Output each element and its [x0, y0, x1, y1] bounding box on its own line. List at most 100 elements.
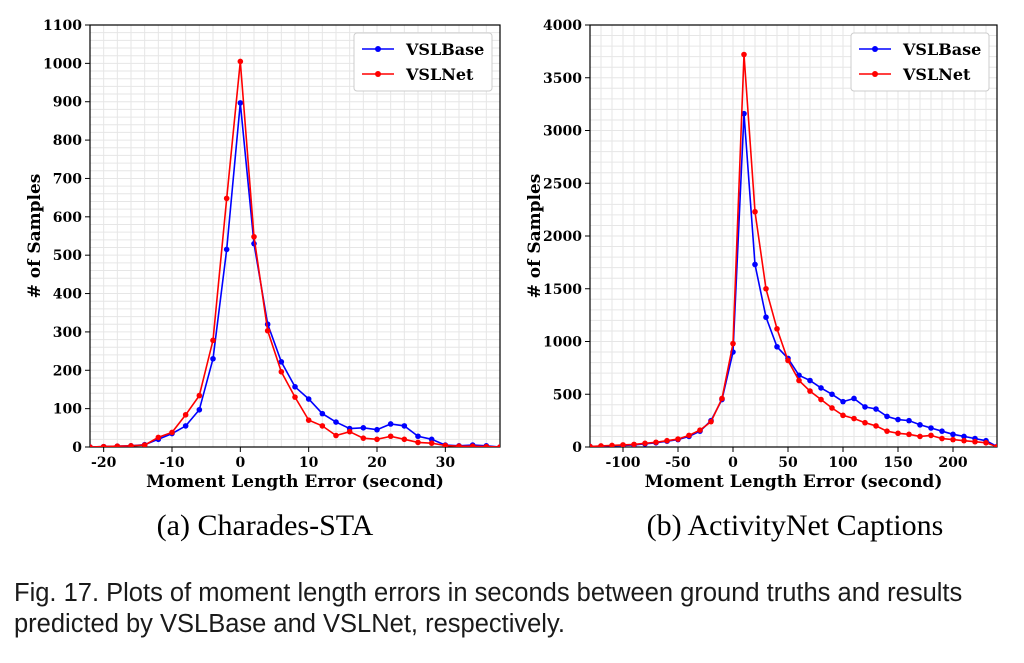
data-point-vslnet [292, 394, 298, 400]
data-point-vslnet [590, 443, 593, 447]
data-point-vslnet [895, 430, 901, 437]
data-point-vslnet [609, 442, 615, 447]
data-point-vslnet [752, 208, 758, 215]
data-point-vslbase [319, 410, 326, 417]
data-point-vslnet [237, 58, 244, 65]
data-point-vslnet [994, 443, 997, 447]
data-point-vslnet [442, 442, 449, 447]
data-point-vslnet [653, 439, 659, 446]
y-tick-label: 1000 [43, 56, 82, 72]
data-point-vslnet [961, 437, 967, 444]
y-tick-label: 700 [53, 171, 82, 187]
x-tick-label: 0 [728, 455, 738, 471]
data-point-vslnet [939, 435, 945, 442]
data-point-vslbase [278, 359, 285, 365]
subfigure-caption: (b) ActivityNet Captions [647, 509, 944, 542]
y-tick-label: 1000 [543, 335, 582, 351]
data-point-vslnet [708, 418, 714, 425]
data-point-vslnet [928, 432, 934, 439]
legend-label-vslbase: VSLBase [405, 40, 484, 59]
data-point-vslnet [950, 436, 956, 443]
data-point-vslnet [169, 429, 175, 436]
data-point-vslbase [873, 406, 879, 412]
y-tick-label: 200 [53, 363, 82, 379]
data-point-vslnet [360, 435, 367, 441]
figure-canvas: -20 -10 0 10 20 30010020030040050060070080090… [25, 18, 998, 542]
x-tick-label: 20 [367, 455, 387, 471]
data-point-vslnet [90, 444, 93, 447]
data-point-vslbase [763, 314, 769, 321]
y-tick-label: 0 [572, 440, 582, 456]
data-point-vslbase [223, 246, 230, 253]
legend: VSLBase VSLNet [850, 32, 990, 92]
data-point-vslnet [774, 326, 780, 332]
data-point-vslnet [719, 395, 725, 402]
data-point-vslnet [884, 428, 890, 434]
y-tick-label: 2500 [543, 176, 582, 192]
data-point-vslnet [319, 423, 326, 429]
data-point-vslnet [983, 439, 989, 446]
x-axis-label: Moment Length Error (second) [645, 472, 943, 492]
data-point-vslbase [884, 413, 890, 420]
series-line-vslbase [590, 113, 997, 447]
data-point-vslnet [840, 412, 846, 419]
data-point-vslnet [598, 443, 604, 447]
data-point-vslbase [818, 385, 824, 391]
data-point-vslbase [939, 428, 945, 434]
y-tick-label: 800 [53, 133, 82, 149]
data-point-vslbase [333, 419, 339, 425]
data-point-vslnet [100, 443, 107, 447]
data-point-vslbase [895, 416, 901, 423]
legend-marker-vslbase [872, 46, 878, 52]
data-point-vslnet [862, 419, 868, 426]
data-point-vslbase [210, 355, 216, 362]
data-point-vslnet [346, 428, 353, 435]
y-tick-label: 0 [72, 440, 82, 456]
y-tick-label: 100 [53, 402, 82, 418]
data-point-vslbase [950, 431, 956, 438]
x-tick-label: -10 [159, 455, 185, 471]
chart-panel-b: -100 -50 0 50 100 150 200050010001500200025003… [525, 18, 998, 542]
data-point-vslnet [374, 436, 380, 443]
legend: VSLBase VSLNet [353, 32, 493, 92]
data-point-vslnet [114, 443, 121, 447]
data-point-vslbase [840, 398, 846, 405]
data-point-vslnet [873, 423, 879, 429]
series-line-vslnet [590, 54, 997, 447]
y-axis-label: # of Samples [25, 174, 45, 299]
data-point-vslnet [456, 443, 462, 447]
data-point-vslbase [829, 391, 835, 398]
data-point-vslbase [292, 383, 298, 390]
data-point-vslbase [906, 417, 912, 424]
y-tick-label: 300 [53, 325, 82, 341]
data-point-vslbase [237, 100, 244, 106]
data-point-vslbase [807, 377, 813, 384]
legend-label-vslnet: VSLNet [902, 65, 971, 84]
y-tick-label: 500 [553, 387, 582, 403]
x-tick-label: -100 [605, 455, 640, 471]
y-tick-label: 4000 [543, 18, 582, 34]
data-point-vslbase [774, 343, 780, 350]
legend-marker-vslnet [375, 71, 381, 77]
legend-marker-vslbase [375, 46, 381, 52]
y-tick-label: 3500 [543, 71, 582, 87]
data-point-vslnet [829, 405, 835, 411]
legend-label-vslnet: VSLNet [405, 65, 474, 84]
data-point-vslnet [387, 433, 394, 440]
series-layer [90, 58, 500, 447]
data-point-vslbase [928, 425, 934, 431]
data-point-vslnet [741, 51, 747, 58]
subfigure-caption: (a) Charades-STA [157, 509, 374, 542]
y-tick-label: 2000 [543, 229, 582, 245]
y-tick-label: 1100 [43, 18, 82, 34]
data-point-vslnet [620, 442, 626, 447]
x-tick-label: 30 [436, 455, 456, 471]
data-point-vslnet [675, 436, 681, 442]
data-point-vslnet [128, 443, 134, 447]
data-point-vslnet [686, 432, 692, 439]
data-point-vslnet [401, 436, 408, 443]
data-point-vslnet [796, 377, 802, 384]
x-axis-label: Moment Length Error (second) [146, 472, 444, 492]
data-point-vslnet [917, 433, 923, 440]
data-point-vslbase [360, 425, 367, 431]
